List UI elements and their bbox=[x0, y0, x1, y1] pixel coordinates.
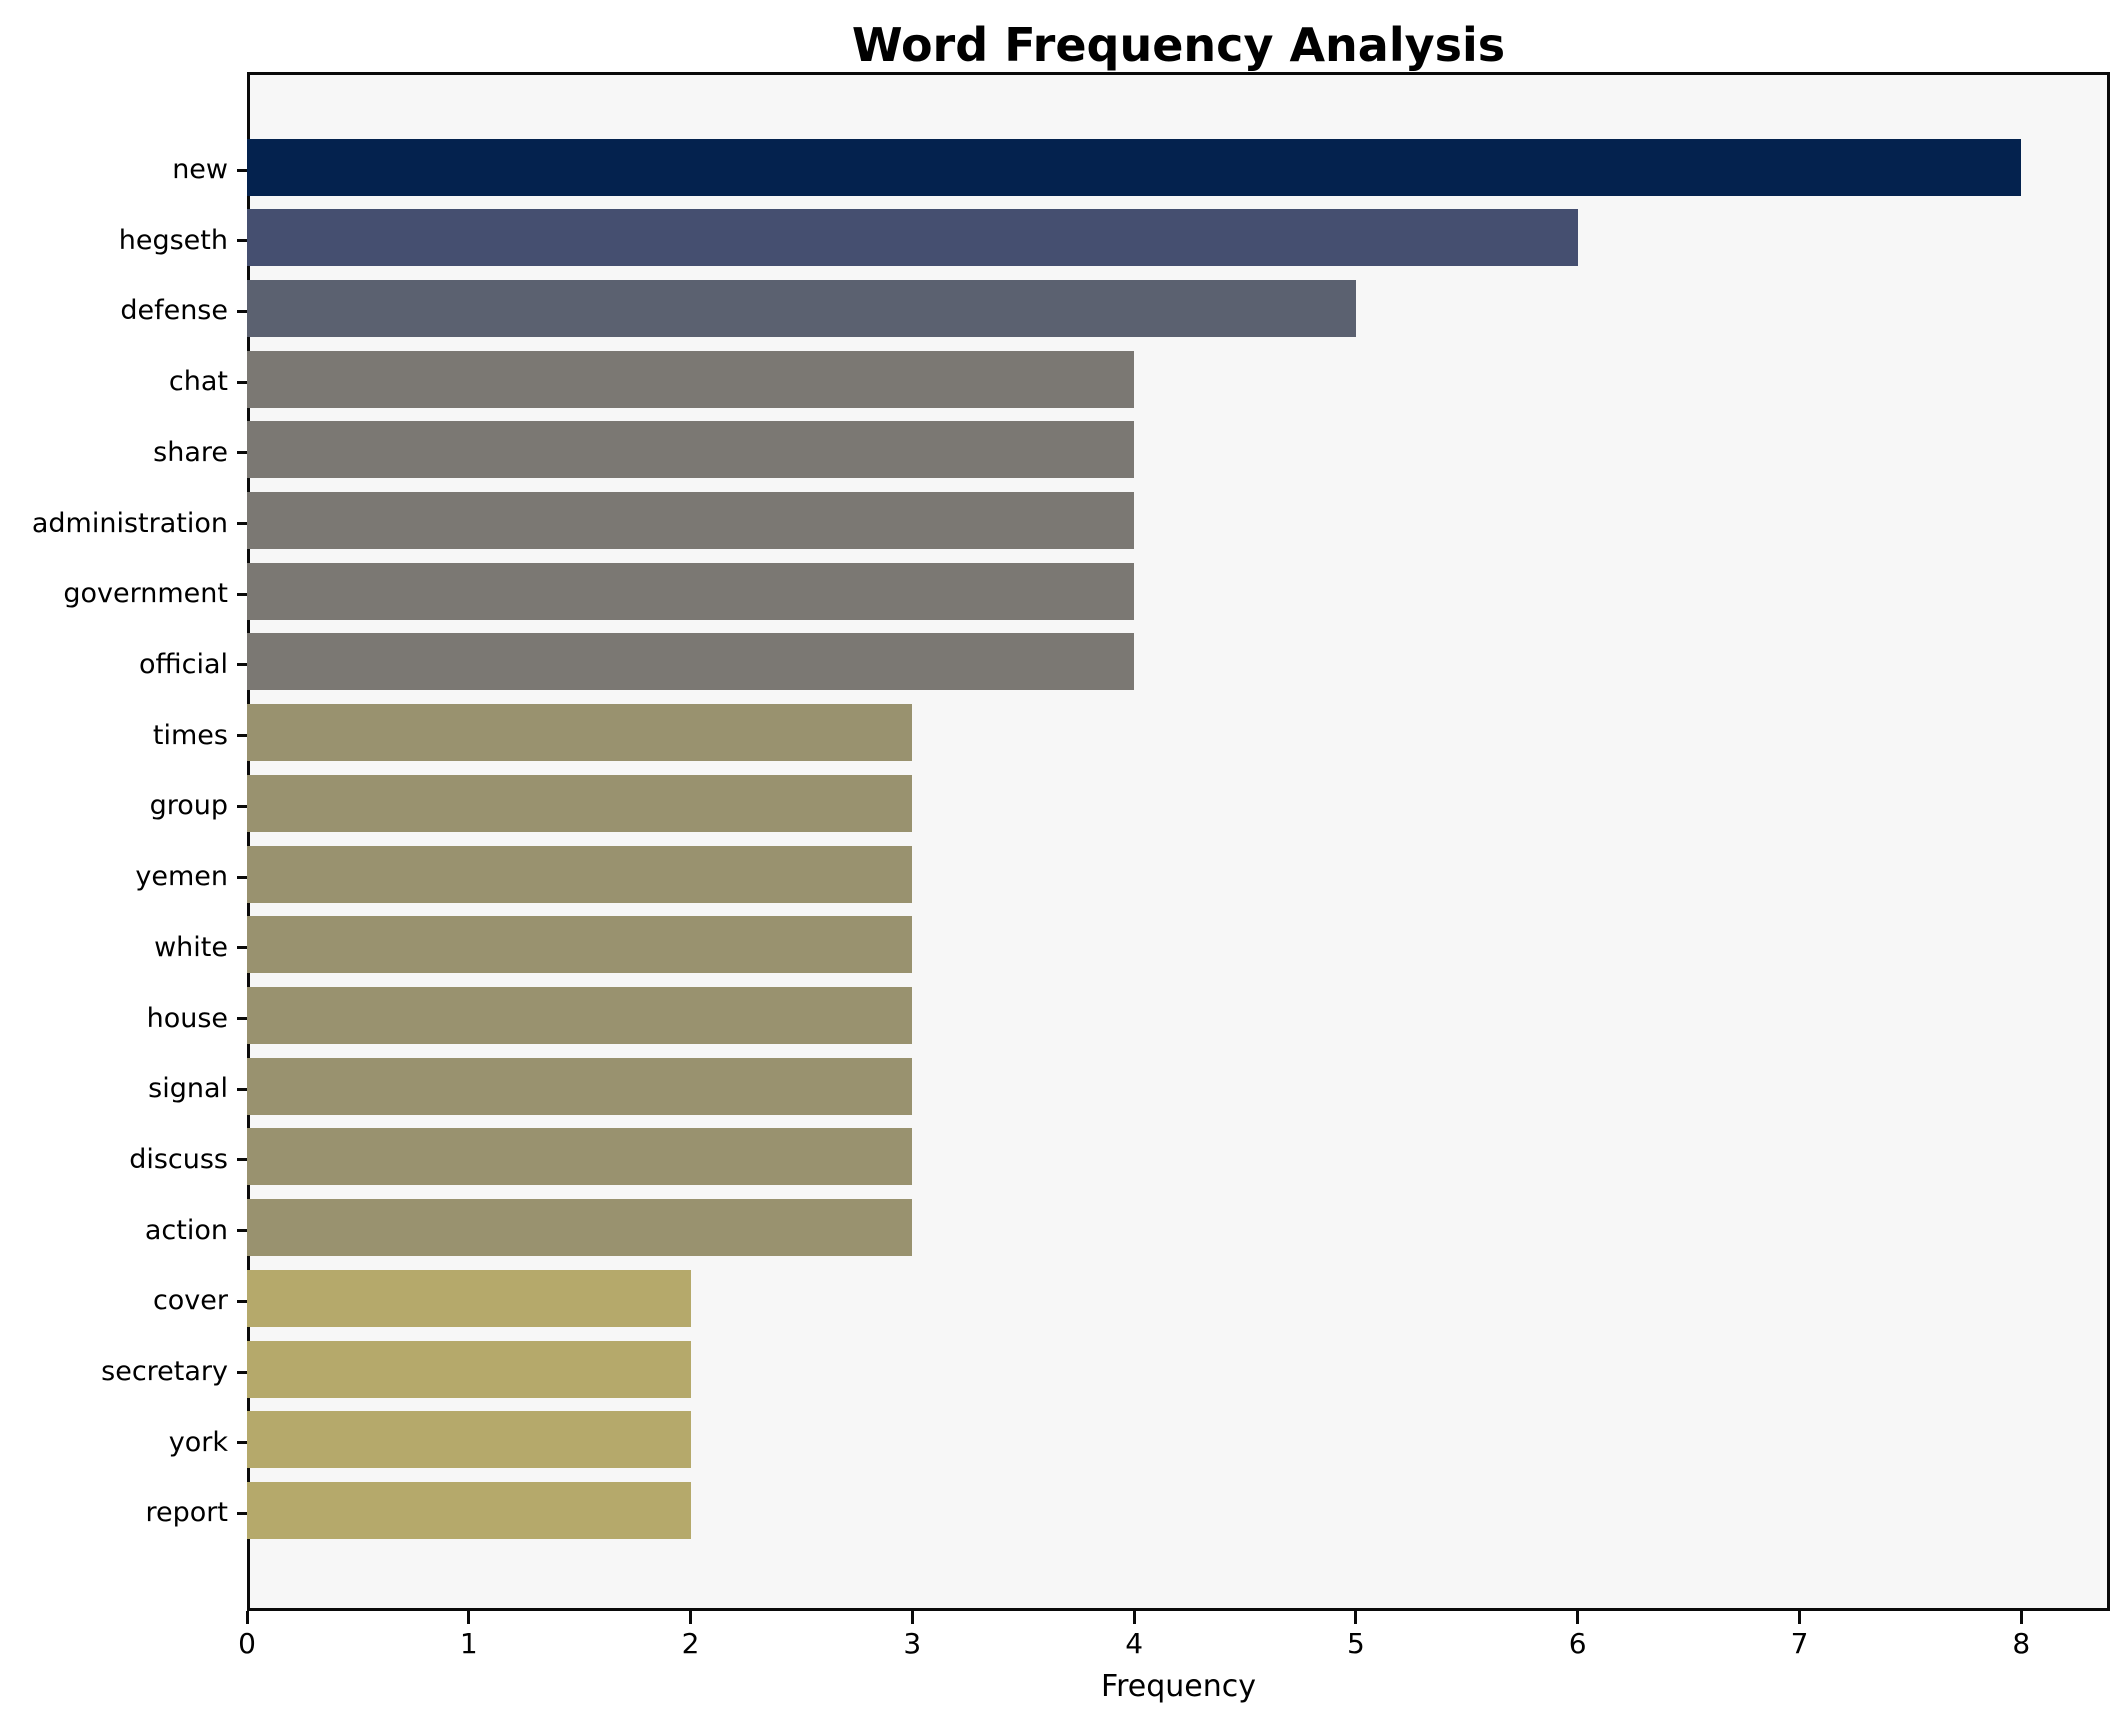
x-tick-label-8: 8 bbox=[2012, 1627, 2031, 1660]
x-tick-mark bbox=[910, 1611, 914, 1624]
chart-title: Word Frequency Analysis bbox=[851, 18, 1506, 72]
bar-government bbox=[247, 562, 1135, 620]
bar-secretary bbox=[247, 1340, 691, 1398]
y-tick-mark bbox=[237, 522, 247, 526]
y-tick-mark bbox=[237, 663, 247, 667]
x-tick-mark bbox=[1354, 1611, 1358, 1624]
y-tick-label-chat: chat bbox=[168, 366, 228, 398]
y-tick-label-discuss: discuss bbox=[129, 1143, 228, 1175]
bar-signal bbox=[247, 1057, 913, 1115]
y-tick-label-group: group bbox=[149, 790, 228, 822]
bar-defense bbox=[247, 279, 1356, 337]
x-tick-label-1: 1 bbox=[459, 1627, 478, 1660]
y-tick-mark bbox=[237, 1370, 247, 1374]
bar-share bbox=[247, 421, 1135, 479]
x-tick-mark bbox=[1798, 1611, 1801, 1624]
y-tick-mark bbox=[237, 1158, 247, 1162]
x-tick-mark bbox=[245, 1611, 249, 1624]
bar-york bbox=[247, 1411, 691, 1469]
x-tick-label-3: 3 bbox=[903, 1627, 922, 1660]
bar-discuss bbox=[247, 1128, 913, 1186]
y-tick-label-york: york bbox=[168, 1426, 228, 1458]
bar-official bbox=[247, 633, 1135, 691]
y-tick-mark bbox=[237, 309, 247, 313]
y-tick-mark bbox=[237, 451, 247, 455]
y-tick-label-government: government bbox=[63, 578, 228, 610]
y-tick-label-house: house bbox=[146, 1002, 228, 1034]
y-tick-label-yemen: yemen bbox=[135, 861, 228, 893]
x-tick-label-2: 2 bbox=[681, 1627, 700, 1660]
y-tick-label-hegseth: hegseth bbox=[118, 224, 228, 256]
y-tick-mark bbox=[237, 804, 247, 808]
y-tick-label-times: times bbox=[152, 719, 228, 751]
bar-cover bbox=[247, 1269, 691, 1327]
bar-group bbox=[247, 774, 913, 832]
y-tick-mark bbox=[237, 239, 247, 243]
bar-administration bbox=[247, 492, 1135, 550]
bar-chat bbox=[247, 350, 1135, 408]
y-tick-mark bbox=[237, 1087, 247, 1091]
y-tick-label-secretary: secretary bbox=[101, 1356, 228, 1388]
x-tick-label-4: 4 bbox=[1125, 1627, 1144, 1660]
y-tick-mark bbox=[237, 946, 247, 950]
bar-action bbox=[247, 1199, 913, 1257]
x-tick-mark bbox=[689, 1611, 693, 1624]
y-tick-mark bbox=[237, 592, 247, 596]
y-tick-label-action: action bbox=[144, 1214, 228, 1246]
y-tick-label-defense: defense bbox=[120, 295, 228, 327]
x-tick-label-6: 6 bbox=[1568, 1627, 1587, 1660]
bar-house bbox=[247, 987, 913, 1045]
x-tick-mark bbox=[467, 1611, 471, 1624]
y-tick-mark bbox=[237, 380, 247, 384]
y-tick-label-share: share bbox=[153, 436, 228, 468]
x-tick-mark bbox=[2019, 1611, 2023, 1624]
x-tick-mark bbox=[1576, 1611, 1580, 1624]
y-tick-label-cover: cover bbox=[152, 1285, 228, 1317]
y-tick-mark bbox=[237, 1017, 247, 1021]
bar-new bbox=[247, 138, 2022, 196]
bar-white bbox=[247, 916, 913, 974]
y-tick-mark bbox=[237, 1441, 247, 1445]
bar-yemen bbox=[247, 845, 913, 903]
bar-report bbox=[247, 1481, 691, 1539]
y-tick-mark bbox=[237, 1229, 247, 1233]
x-tick-mark bbox=[1132, 1611, 1136, 1624]
y-tick-label-administration: administration bbox=[31, 507, 228, 539]
y-tick-label-new: new bbox=[172, 154, 228, 185]
bar-hegseth bbox=[247, 209, 1578, 267]
y-tick-mark bbox=[237, 1299, 247, 1303]
bar-times bbox=[247, 704, 913, 762]
plot-content bbox=[247, 72, 2110, 1611]
x-tick-label-0: 0 bbox=[238, 1627, 256, 1660]
y-tick-mark bbox=[237, 734, 247, 738]
y-tick-label-white: white bbox=[154, 931, 228, 963]
y-tick-label-official: official bbox=[138, 648, 228, 680]
y-tick-mark bbox=[237, 1511, 247, 1515]
y-tick-label-report: report bbox=[145, 1497, 228, 1529]
y-tick-mark bbox=[237, 168, 247, 172]
y-tick-label-signal: signal bbox=[148, 1073, 228, 1105]
y-tick-mark bbox=[237, 875, 247, 879]
x-axis-label: Frequency bbox=[1101, 1669, 1256, 1704]
x-tick-label-5: 5 bbox=[1347, 1627, 1365, 1660]
x-tick-label-7: 7 bbox=[1790, 1627, 1809, 1660]
